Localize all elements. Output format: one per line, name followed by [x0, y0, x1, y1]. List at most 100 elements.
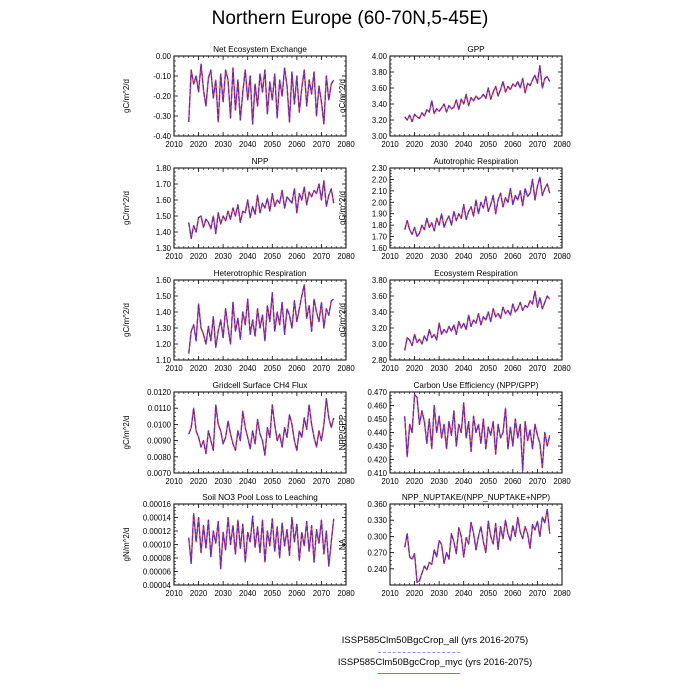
- x-tick-label: 2060: [504, 140, 522, 149]
- y-tick-label: 1.70: [156, 180, 172, 189]
- x-tick-label: 2030: [430, 364, 448, 373]
- y-tick-label: 0.460: [367, 402, 387, 411]
- y-tick-label: 3.40: [372, 308, 388, 317]
- panel-title: NPP: [252, 157, 269, 166]
- x-tick-label: 2040: [455, 477, 473, 486]
- y-tick-label: 0.0070: [147, 469, 172, 478]
- x-tick-label: 2060: [288, 364, 306, 373]
- y-tick-label: 1.40: [156, 228, 172, 237]
- chart-panel-9: Soil NO3 Pool Loss to Leaching gN/m^2/d 0.…: [122, 493, 355, 598]
- legend-line-all: [378, 652, 460, 653]
- y-axis-label: gC/m^2/d: [338, 191, 347, 225]
- x-tick-label: 2010: [381, 140, 399, 149]
- y-tick-label: 2.00: [372, 198, 388, 207]
- x-tick-label: 2050: [264, 589, 282, 598]
- y-tick-label: 4.00: [372, 52, 388, 61]
- series-line-myc: [404, 394, 551, 471]
- panel-title: Heterotrophic Respiration: [214, 269, 307, 278]
- x-tick-label: 2060: [504, 477, 522, 486]
- y-tick-label: 0.00: [156, 52, 172, 61]
- series-line-all: [188, 397, 335, 456]
- y-tick-label: 3.40: [372, 100, 388, 109]
- y-tick-label: 0.440: [367, 429, 387, 438]
- series-line-myc: [404, 64, 551, 123]
- y-tick-label: 1.90: [372, 210, 388, 219]
- y-tick-label: 0.00008: [143, 554, 171, 563]
- x-tick-label: 2050: [480, 252, 498, 261]
- series-line-all: [188, 512, 335, 570]
- x-tick-label: 2040: [239, 140, 257, 149]
- y-tick-label: 1.20: [156, 340, 172, 349]
- y-axis-label: gN/m^2/d: [122, 528, 131, 562]
- x-tick-label: 2060: [504, 252, 522, 261]
- chart-panel-3: NPP gC/m^2/d 1.30 1.40 1.50 1.60 1.70 1.80 2010 2…: [122, 157, 355, 261]
- y-axis-label: gC/m^2/d: [122, 79, 131, 113]
- x-tick-label: 2040: [239, 589, 257, 598]
- y-tick-label: 0.300: [367, 532, 387, 541]
- x-tick-label: 2080: [553, 364, 571, 373]
- series-line-myc: [188, 397, 335, 456]
- y-tick-label: 1.50: [156, 292, 172, 301]
- x-tick-label: 2050: [480, 477, 498, 486]
- series-line-all: [188, 63, 335, 125]
- x-tick-label: 2040: [455, 252, 473, 261]
- x-tick-label: 2070: [529, 140, 547, 149]
- series-line-all: [404, 290, 551, 351]
- y-tick-label: -0.10: [153, 72, 171, 81]
- series-line-all: [404, 176, 551, 238]
- x-tick-label: 2020: [406, 364, 424, 373]
- x-tick-label: 2040: [239, 477, 257, 486]
- y-tick-label: 0.00004: [143, 581, 172, 590]
- x-tick-label: 2010: [165, 252, 183, 261]
- series-line-myc: [188, 180, 335, 240]
- x-tick-label: 2070: [529, 364, 547, 373]
- x-tick-label: 2070: [313, 140, 331, 149]
- x-tick-label: 2040: [455, 589, 473, 598]
- x-tick-label: 2070: [313, 477, 331, 486]
- x-tick-label: 2080: [337, 364, 355, 373]
- series-line-myc: [404, 176, 551, 238]
- panel-title: Carbon Use Efficiency (NPP/GPP): [414, 381, 539, 390]
- legend-label-all: ISSP585Clm50BgcCrop_all (yrs 2016-2075): [341, 635, 529, 646]
- y-tick-label: -0.30: [153, 112, 171, 121]
- x-tick-label: 2050: [264, 477, 282, 486]
- series-line-all: [404, 394, 551, 471]
- x-tick-label: 2060: [288, 252, 306, 261]
- x-tick-label: 2010: [165, 364, 183, 373]
- y-tick-label: 3.80: [372, 68, 388, 77]
- x-tick-label: 2020: [406, 140, 424, 149]
- y-tick-label: 0.0080: [147, 453, 172, 462]
- y-tick-label: 0.360: [367, 500, 387, 509]
- y-tick-label: 3.60: [372, 292, 388, 301]
- x-tick-label: 2030: [214, 252, 232, 261]
- x-tick-label: 2050: [480, 140, 498, 149]
- y-tick-label: 1.80: [372, 221, 388, 230]
- x-tick-label: 2080: [553, 140, 571, 149]
- chart-panel-6: Ecosystem Respiration gC/m^2/d 2.80 3.00 3.2…: [338, 269, 571, 373]
- chart-panel-5: Heterotrophic Respiration gC/m^2/d 1.10 1.2…: [122, 269, 355, 373]
- y-axis-label: gC/m^2/d: [338, 79, 347, 113]
- y-tick-label: 3.00: [372, 132, 388, 141]
- y-tick-label: 0.420: [367, 456, 387, 465]
- x-tick-label: 2080: [553, 589, 571, 598]
- x-tick-label: 2040: [455, 140, 473, 149]
- x-tick-label: 2070: [529, 477, 547, 486]
- x-tick-label: 2030: [214, 477, 232, 486]
- y-tick-label: 3.00: [372, 340, 388, 349]
- y-tick-label: 1.50: [156, 212, 172, 221]
- y-tick-label: 1.60: [156, 196, 172, 205]
- panel-title: GPP: [467, 45, 485, 54]
- x-tick-label: 2050: [480, 364, 498, 373]
- chart-panel-4: Autotrophic Respiration gC/m^2/d 1.60 1.70 1…: [338, 157, 571, 261]
- y-axis-label: NPP/GPP: [338, 415, 347, 451]
- x-tick-label: 2030: [430, 140, 448, 149]
- y-tick-label: 0.430: [367, 442, 387, 451]
- y-tick-label: 1.60: [372, 244, 388, 253]
- x-tick-label: 2050: [480, 589, 498, 598]
- y-tick-label: 0.00016: [143, 500, 171, 509]
- y-tick-label: 0.410: [367, 469, 387, 478]
- y-tick-label: 0.00012: [143, 527, 171, 536]
- y-tick-label: 0.330: [367, 516, 387, 525]
- x-tick-label: 2020: [190, 589, 208, 598]
- y-tick-label: 1.70: [372, 233, 388, 242]
